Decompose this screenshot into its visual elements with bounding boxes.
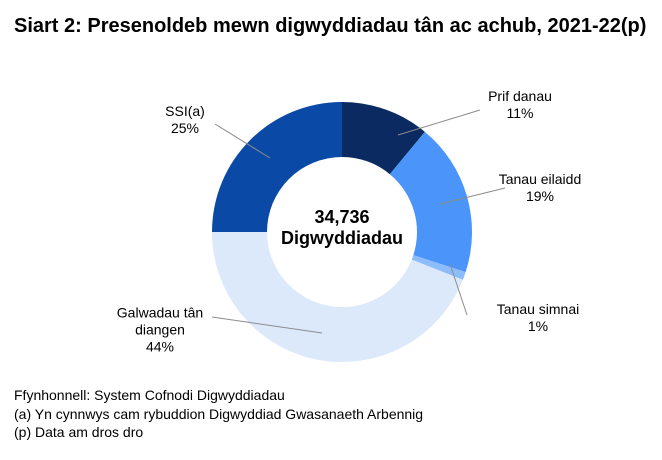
leader-line [439,187,506,205]
value-label: 1% [527,318,549,334]
value-label: 44% [145,338,175,355]
category-label: Prif danau [488,88,552,104]
note: (a) Yn cynnwys cam rybuddion Digwyddiad … [14,405,424,422]
leader-line [449,263,468,316]
donut-segment [411,255,466,280]
donut-segment [212,102,342,232]
data-label: Prif danau 11% [460,88,580,122]
value-label: 11% [506,105,534,121]
leader-line [211,316,323,334]
donut-segment [342,102,425,175]
data-label: SSI(a) 25% [125,103,245,137]
donut-segment [212,232,463,362]
data-label: Tanau eilaidd 19% [480,171,600,205]
category-label: Tanau eilaidd [498,171,582,187]
notes: Ffynhonnell: System Cofnodi Digwyddiadau… [14,386,423,442]
leader-line [397,109,481,136]
donut-segment [389,131,472,273]
center-line: 34,736 [314,207,370,227]
note: (p) Data am dros dro [14,424,144,440]
category-label: Tanau simnai [496,301,580,317]
category-label: SSI(a) [165,103,205,119]
chart-title: Siart 2: Presenoldeb mewn digwyddiadau t… [14,15,647,37]
data-label: Galwadau tân diangen 44% [105,305,215,356]
value-label: 19% [525,188,555,204]
category-label: Galwadau tân diangen [116,304,204,338]
center-line: Digwyddiadau [280,228,404,248]
data-label: Tanau simnai 1% [478,301,598,335]
center-label: 34,736 Digwyddiadau [281,207,403,249]
value-label: 25% [170,120,200,136]
leader-line [214,123,271,159]
note: Ffynhonnell: System Cofnodi Digwyddiadau [14,387,285,403]
